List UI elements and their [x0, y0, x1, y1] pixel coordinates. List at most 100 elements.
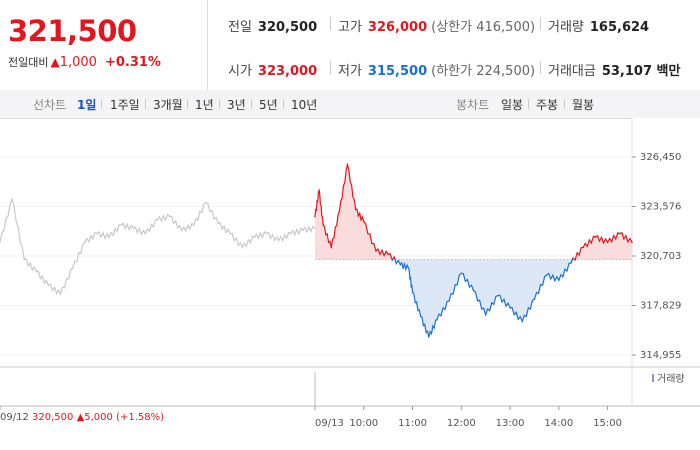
divider	[187, 99, 188, 109]
today-point	[448, 300, 450, 302]
today-point	[497, 294, 499, 297]
prev-day-point	[96, 232, 98, 235]
prev-day-point	[302, 229, 304, 232]
prev-close-label: 전일	[228, 20, 252, 35]
prev-day-point	[84, 241, 86, 244]
today-point	[436, 318, 438, 321]
prev-day-price: 320,500	[32, 412, 74, 423]
divider	[219, 99, 220, 109]
prev-day-date: 09/12	[0, 412, 29, 423]
today-point	[375, 250, 377, 252]
divider	[540, 17, 541, 30]
current-price: 321,500	[8, 14, 137, 48]
x-tick-label: 15:00	[593, 418, 622, 429]
today-point	[387, 253, 389, 256]
prev-day-point	[71, 267, 74, 269]
stat-high: 고가 326,000 (상한가 416,500)	[338, 16, 535, 35]
prev-day-line	[0, 197, 316, 296]
tab-1week[interactable]: 1주일	[110, 98, 140, 112]
x-tick-label: 13:00	[496, 418, 525, 429]
stat-low: 저가 315,500 (하한가 224,500)	[338, 60, 535, 79]
change-label: 전일대비	[8, 56, 49, 69]
prev-day-point	[144, 232, 147, 235]
prev-day-point	[0, 241, 1, 244]
period-tab-bar: 선차트 1일 1주일 3개월 1년 3년 5년 10년 봉차트 일봉 주봉 월봉	[0, 90, 700, 119]
tab-1year[interactable]: 1년	[195, 98, 214, 112]
divider	[283, 99, 284, 109]
prev-day-point	[108, 236, 110, 238]
prev-day-point	[47, 284, 50, 287]
x-tick-label: 14:00	[544, 418, 573, 429]
y-tick-label: 326,450	[640, 152, 681, 163]
upper-limit: (상한가 416,500)	[431, 20, 536, 35]
tab-weekly[interactable]: 주봉	[536, 98, 559, 112]
stat-prev-close: 전일 320,500	[228, 16, 317, 35]
prev-day-point	[23, 258, 26, 261]
quote-summary: 321,500 전일대비 ▲1,000 +0.31% 전일 320,500 고가 326…	[0, 0, 700, 91]
x-tick-label: 09/13	[315, 418, 344, 429]
prev-close-value: 320,500	[257, 20, 318, 35]
today-point	[558, 279, 560, 281]
today-point	[318, 189, 320, 192]
tab-3year[interactable]: 3년	[227, 98, 246, 112]
tab-1day[interactable]: 1일	[77, 98, 97, 112]
up-triangle-icon: ▲	[50, 55, 60, 69]
y-tick-label: 323,576	[640, 202, 681, 213]
prev-day-point	[289, 232, 292, 235]
tab-daily[interactable]: 일봉	[501, 98, 524, 112]
y-tick-label: 317,829	[640, 301, 681, 312]
down-area-fill	[392, 259, 576, 337]
volume-label: 거래량	[548, 20, 584, 35]
change-amount: 1,000	[59, 55, 97, 70]
today-point	[533, 298, 536, 300]
prev-day-point	[217, 222, 219, 225]
stat-volume: 거래량 165,624	[548, 16, 649, 35]
prev-day-point	[11, 198, 13, 201]
today-point	[399, 263, 402, 266]
price-box: 321,500 전일대비 ▲1,000 +0.31%	[0, 0, 208, 90]
divider	[540, 61, 541, 74]
trade-value-value: 53,107 백만	[601, 64, 681, 79]
today-point	[545, 274, 548, 276]
today-point	[509, 306, 511, 309]
divider	[101, 99, 102, 109]
line-chart-label: 선차트	[33, 98, 67, 112]
candle-chart-label: 봉차트	[456, 98, 490, 112]
divider	[145, 99, 146, 109]
prev-day-point	[120, 224, 122, 226]
divider	[251, 99, 252, 109]
today-point	[330, 246, 333, 249]
prev-day-point	[35, 270, 38, 273]
stat-trade-value: 거래대금 53,107 백만	[548, 60, 680, 79]
today-point	[362, 220, 365, 223]
today-point	[570, 262, 572, 264]
tab-10year[interactable]: 10년	[291, 98, 318, 112]
today-point	[427, 336, 430, 338]
today-point	[354, 208, 357, 211]
today-point	[582, 246, 585, 249]
prev-day-change: ▲5,000 (+1.58%)	[76, 412, 165, 423]
low-label: 저가	[338, 64, 362, 79]
x-tick-label: 10:00	[349, 418, 378, 429]
x-tick-label: 11:00	[398, 418, 427, 429]
prev-day-summary: 09/12 320,500 ▲5,000 (+1.58%)	[0, 412, 164, 423]
today-point	[338, 210, 341, 213]
prev-day-point	[193, 224, 195, 226]
low-value: 315,500	[367, 64, 428, 79]
today-point	[606, 241, 609, 244]
today-point	[631, 241, 633, 244]
prev-day-point	[241, 246, 244, 249]
open-value: 323,000	[257, 64, 318, 79]
prev-day-point	[205, 201, 207, 204]
volume-label: 거래량	[657, 373, 685, 385]
change-line: 전일대비 ▲1,000 +0.31%	[8, 54, 161, 70]
divider	[564, 99, 565, 109]
today-point	[521, 320, 524, 323]
today-point	[322, 224, 324, 226]
tab-monthly[interactable]: 월봉	[572, 98, 595, 112]
tab-3month[interactable]: 3개월	[153, 98, 183, 112]
today-point	[484, 313, 487, 316]
tab-5year[interactable]: 5년	[259, 98, 278, 112]
